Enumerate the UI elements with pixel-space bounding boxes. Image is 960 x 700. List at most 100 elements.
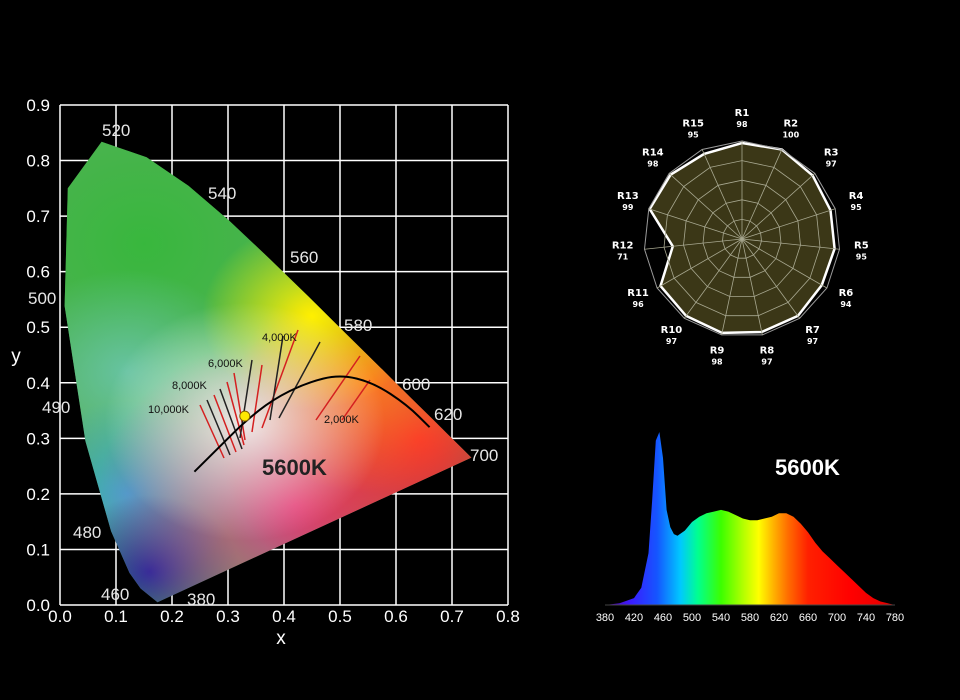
radar-spoke	[741, 238, 763, 335]
y-tick-label: 0.2	[26, 485, 50, 504]
cri-value: 99	[622, 203, 634, 212]
radar-spoke	[741, 149, 783, 240]
radar-spoke	[644, 238, 743, 250]
wavelength-label: 600	[402, 375, 430, 394]
spectrum-tick-label: 740	[857, 612, 875, 624]
cct-label: 8,000K	[172, 380, 208, 392]
y-tick-label: 0.8	[26, 152, 50, 171]
cri-label: R4	[849, 191, 864, 202]
wavelength-label: 540	[208, 184, 236, 203]
radar-spoke	[668, 173, 743, 240]
x-tick-label: 0.8	[496, 607, 520, 626]
y-tick-label: 0.6	[26, 263, 50, 282]
cri-label: R11	[627, 288, 649, 299]
cri-label: R3	[824, 148, 839, 159]
y-tick-label: 0.9	[26, 96, 50, 115]
y-tick-label: 0.0	[26, 596, 50, 615]
radar-ring	[702, 199, 782, 278]
x-tick-label: 0.2	[160, 607, 184, 626]
radar-spoke	[721, 238, 743, 335]
y-tick-label: 0.5	[26, 318, 50, 337]
spectrum-tick-labels: 380 420 460 500 540 580 620 660 700 740 780	[596, 612, 904, 624]
wavelength-label: 380	[187, 590, 215, 609]
isotemperature-line	[199, 404, 225, 459]
spectrum-tick-label: 460	[654, 612, 672, 624]
cri-value: 97	[761, 357, 772, 366]
spectrum-tick-label: 380	[596, 612, 614, 624]
x-tick-label: 0.7	[440, 607, 464, 626]
cri-label: R15	[682, 118, 704, 129]
radar-ring	[722, 218, 762, 259]
isotemperature-line	[251, 364, 263, 433]
wavelength-label: 490	[42, 398, 70, 417]
radar-spoke	[684, 238, 743, 319]
cct-label: 6,000K	[208, 358, 244, 370]
x-tick-label: 0.3	[216, 607, 240, 626]
wavelength-label: 520	[102, 121, 130, 140]
cri-label: R1	[735, 108, 750, 119]
spectrum-area	[605, 432, 895, 605]
cri-label: R7	[805, 325, 820, 336]
wavelength-label: 460	[101, 585, 129, 604]
spectrum-tick-label: 580	[741, 612, 759, 624]
y-tick-label: 0.4	[26, 374, 50, 393]
cct-label: 2,000K	[324, 414, 360, 426]
isotemperature-line	[261, 329, 299, 429]
spectrum-tick-label: 540	[712, 612, 730, 624]
spectral-power-distribution: 380 420 460 500 540 580 620 660 700 740 780 5600K	[596, 432, 904, 624]
5600k-label: 5600K	[262, 455, 327, 480]
wavelength-label: 500	[28, 289, 56, 308]
cri-value: 95	[688, 130, 700, 139]
spectrum-tick-label: 660	[799, 612, 817, 624]
radar-ring	[683, 179, 801, 297]
radar-spoke	[741, 238, 840, 250]
x-axis-label: x	[276, 628, 286, 649]
cri-label: R2	[783, 118, 798, 129]
radar-spoke	[741, 208, 836, 240]
cri-label: R12	[612, 241, 634, 252]
radar-spoke	[701, 149, 743, 240]
y-tick-label: 0.3	[26, 429, 50, 448]
radar-spoke	[741, 238, 800, 319]
x-tick-label: 0.4	[272, 607, 296, 626]
cri-value: 97	[826, 160, 837, 169]
cri-value: 96	[633, 300, 645, 309]
wavelength-label: 700	[470, 446, 498, 465]
spectrum-tick-label: 780	[886, 612, 904, 624]
radar-spoke	[648, 208, 743, 240]
cri-value: 98	[736, 120, 748, 129]
cri-label: R9	[710, 345, 725, 356]
cri-value: 94	[840, 300, 852, 309]
cri-value: 98	[647, 160, 659, 169]
y-tick-label: 0.1	[26, 540, 50, 559]
radar-ring	[643, 140, 841, 336]
isotemperature-line	[206, 399, 231, 456]
cri-label: R6	[839, 288, 854, 299]
planckian-locus	[193, 375, 431, 473]
5600k-white-point	[239, 410, 251, 422]
isotemperature-line	[233, 372, 246, 441]
spectrum-tick-label: 420	[625, 612, 643, 624]
cie-chromaticity-diagram: 0.0 0.1 0.2 0.3 0.4 0.5 0.6 0.7 0.8 0.0 0.1 0.2 0.3 0…	[11, 96, 520, 649]
radar-spoke	[741, 173, 816, 240]
cri-value: 95	[856, 253, 868, 262]
isotemperature-line	[213, 394, 237, 453]
radar-spoke	[741, 238, 828, 289]
cct-label: 10,000K	[148, 404, 190, 416]
wavelength-label: 580	[344, 316, 372, 335]
cri-value: 97	[666, 337, 677, 346]
spectrum-title: 5600K	[775, 455, 840, 480]
cri-value: 97	[807, 337, 818, 346]
isotemperature-line	[315, 355, 361, 421]
cri-label: R14	[642, 148, 664, 159]
spectrum-tick-label: 620	[770, 612, 788, 624]
x-tick-label: 0.1	[104, 607, 128, 626]
cri-label: R5	[854, 241, 869, 252]
x-tick-label: 0.0	[48, 607, 72, 626]
x-tick-label: 0.5	[328, 607, 352, 626]
cri-label: R13	[617, 191, 639, 202]
isotemperature-line	[278, 341, 321, 419]
